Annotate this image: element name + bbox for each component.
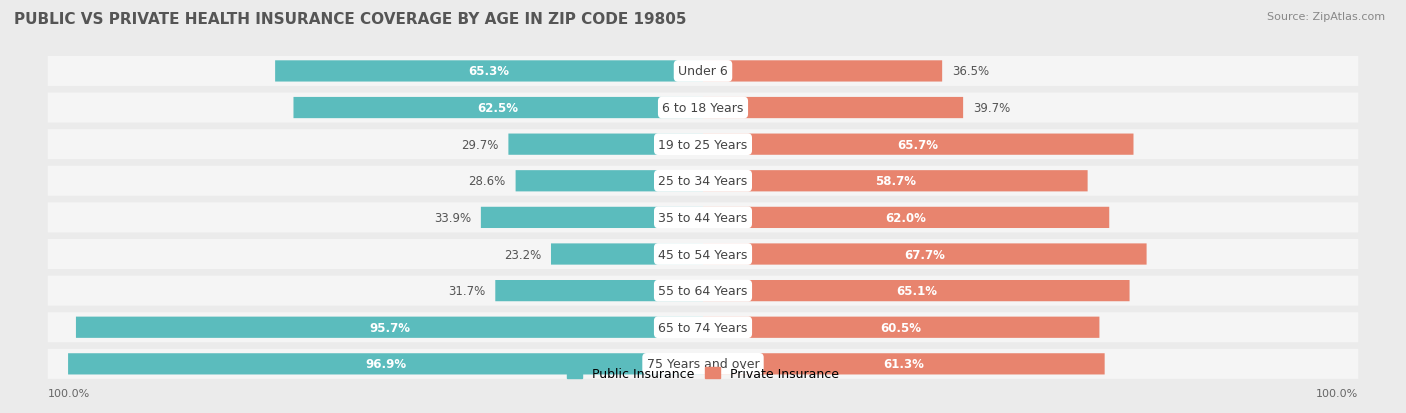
FancyBboxPatch shape: [48, 276, 1358, 306]
FancyBboxPatch shape: [48, 313, 1358, 342]
Text: Source: ZipAtlas.com: Source: ZipAtlas.com: [1267, 12, 1385, 22]
FancyBboxPatch shape: [48, 93, 1358, 123]
FancyBboxPatch shape: [48, 203, 1358, 233]
Text: 62.5%: 62.5%: [478, 102, 519, 115]
FancyBboxPatch shape: [703, 134, 1133, 155]
Text: 60.5%: 60.5%: [880, 321, 922, 334]
Text: 36.5%: 36.5%: [952, 65, 988, 78]
Legend: Public Insurance, Private Insurance: Public Insurance, Private Insurance: [562, 362, 844, 385]
Text: 55 to 64 Years: 55 to 64 Years: [658, 285, 748, 297]
FancyBboxPatch shape: [703, 207, 1109, 228]
FancyBboxPatch shape: [495, 280, 703, 301]
FancyBboxPatch shape: [481, 207, 703, 228]
FancyBboxPatch shape: [76, 317, 703, 338]
Text: 61.3%: 61.3%: [883, 358, 924, 370]
FancyBboxPatch shape: [703, 354, 1105, 375]
Text: PUBLIC VS PRIVATE HEALTH INSURANCE COVERAGE BY AGE IN ZIP CODE 19805: PUBLIC VS PRIVATE HEALTH INSURANCE COVER…: [14, 12, 686, 27]
FancyBboxPatch shape: [516, 171, 703, 192]
FancyBboxPatch shape: [703, 61, 942, 82]
Text: 96.9%: 96.9%: [366, 358, 406, 370]
Text: 100.0%: 100.0%: [48, 388, 90, 398]
FancyBboxPatch shape: [551, 244, 703, 265]
Text: 65 to 74 Years: 65 to 74 Years: [658, 321, 748, 334]
FancyBboxPatch shape: [703, 244, 1147, 265]
Text: 35 to 44 Years: 35 to 44 Years: [658, 211, 748, 224]
Text: 6 to 18 Years: 6 to 18 Years: [662, 102, 744, 115]
Text: 31.7%: 31.7%: [449, 285, 485, 297]
FancyBboxPatch shape: [703, 98, 963, 119]
Text: 33.9%: 33.9%: [434, 211, 471, 224]
Text: 75 Years and over: 75 Years and over: [647, 358, 759, 370]
FancyBboxPatch shape: [48, 349, 1358, 379]
Text: Under 6: Under 6: [678, 65, 728, 78]
Text: 45 to 54 Years: 45 to 54 Years: [658, 248, 748, 261]
Text: 65.3%: 65.3%: [468, 65, 509, 78]
Text: 25 to 34 Years: 25 to 34 Years: [658, 175, 748, 188]
Text: 100.0%: 100.0%: [1316, 388, 1358, 398]
Text: 58.7%: 58.7%: [875, 175, 915, 188]
FancyBboxPatch shape: [48, 166, 1358, 196]
FancyBboxPatch shape: [48, 57, 1358, 87]
Text: 65.1%: 65.1%: [896, 285, 936, 297]
Text: 95.7%: 95.7%: [368, 321, 411, 334]
FancyBboxPatch shape: [48, 130, 1358, 160]
Text: 29.7%: 29.7%: [461, 138, 499, 151]
FancyBboxPatch shape: [48, 240, 1358, 269]
FancyBboxPatch shape: [703, 280, 1129, 301]
FancyBboxPatch shape: [703, 317, 1099, 338]
FancyBboxPatch shape: [703, 171, 1088, 192]
FancyBboxPatch shape: [276, 61, 703, 82]
FancyBboxPatch shape: [67, 354, 703, 375]
Text: 19 to 25 Years: 19 to 25 Years: [658, 138, 748, 151]
Text: 28.6%: 28.6%: [468, 175, 506, 188]
FancyBboxPatch shape: [509, 134, 703, 155]
Text: 67.7%: 67.7%: [904, 248, 945, 261]
Text: 39.7%: 39.7%: [973, 102, 1010, 115]
Text: 62.0%: 62.0%: [886, 211, 927, 224]
FancyBboxPatch shape: [294, 98, 703, 119]
Text: 23.2%: 23.2%: [503, 248, 541, 261]
Text: 65.7%: 65.7%: [898, 138, 939, 151]
